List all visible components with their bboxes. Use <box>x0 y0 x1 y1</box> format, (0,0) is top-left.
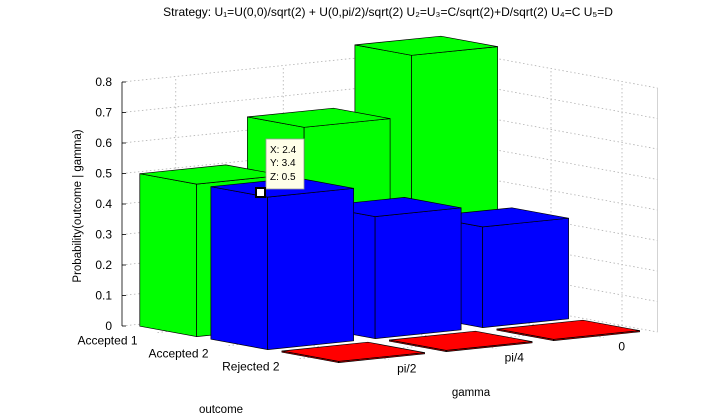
data-tip-x: X: 2.4 <box>270 145 297 156</box>
gamma-tick-label: pi/2 <box>397 362 417 376</box>
chart-title: Strategy: U₁=U(0,0)/sqrt(2) + U(0,pi/2)/… <box>163 5 613 19</box>
z-tick-label: 0.6 <box>95 136 112 150</box>
gamma-tick-label: 0 <box>618 340 625 354</box>
bar-top-face <box>389 330 533 351</box>
z-tick-label: 0 <box>105 319 112 333</box>
bar-side-face <box>482 217 569 328</box>
z-tick-label: 0.8 <box>95 75 112 89</box>
gamma-tick-label: pi/4 <box>505 351 525 365</box>
bar-top-face <box>281 341 425 362</box>
data-tip-marker[interactable] <box>255 187 266 198</box>
axis-ticks: 0 0.1 0.2 0.3 0.4 0.5 0.6 0.7 0.8 Accepted 1 Accep… <box>77 75 625 376</box>
bar-front-face <box>210 186 268 351</box>
bar <box>389 330 533 353</box>
data-tip-z: Z: 0.5 <box>270 172 296 183</box>
bar-top-face <box>354 35 498 56</box>
z-axis-label: Probability(outcome | gamma) <box>72 129 84 282</box>
x-axis-label: outcome <box>199 404 243 416</box>
data-tip-y: Y: 3.4 <box>270 158 296 169</box>
bar <box>281 341 425 364</box>
data-tip-box <box>265 138 305 190</box>
bar-top-face <box>318 197 462 217</box>
z-tick-label: 0.1 <box>95 289 112 303</box>
bar-top-face <box>247 107 391 128</box>
bar-front-face <box>139 173 197 338</box>
z-tick-label: 0.7 <box>95 106 112 120</box>
bar-top-face <box>425 207 569 228</box>
bar-side-face <box>374 207 462 339</box>
outcome-tick-label: Accepted 1 <box>77 334 137 348</box>
bars <box>139 35 640 364</box>
data-tip[interactable]: X: 2.4 Y: 3.4 Z: 0.5 <box>255 138 305 198</box>
bar-side-face <box>267 187 354 350</box>
y-axis-label: gamma <box>452 387 491 399</box>
z-tick-label: 0.2 <box>95 258 112 272</box>
z-tick-label: 0.5 <box>95 167 112 181</box>
z-tick-label: 0.3 <box>95 228 112 242</box>
bar <box>496 319 640 342</box>
outcome-tick-label: Accepted 2 <box>148 347 208 361</box>
bar-top-face <box>496 319 640 340</box>
z-tick-label: 0.4 <box>95 197 112 211</box>
outcome-tick-label: Rejected 2 <box>222 360 280 374</box>
bar <box>210 177 354 351</box>
